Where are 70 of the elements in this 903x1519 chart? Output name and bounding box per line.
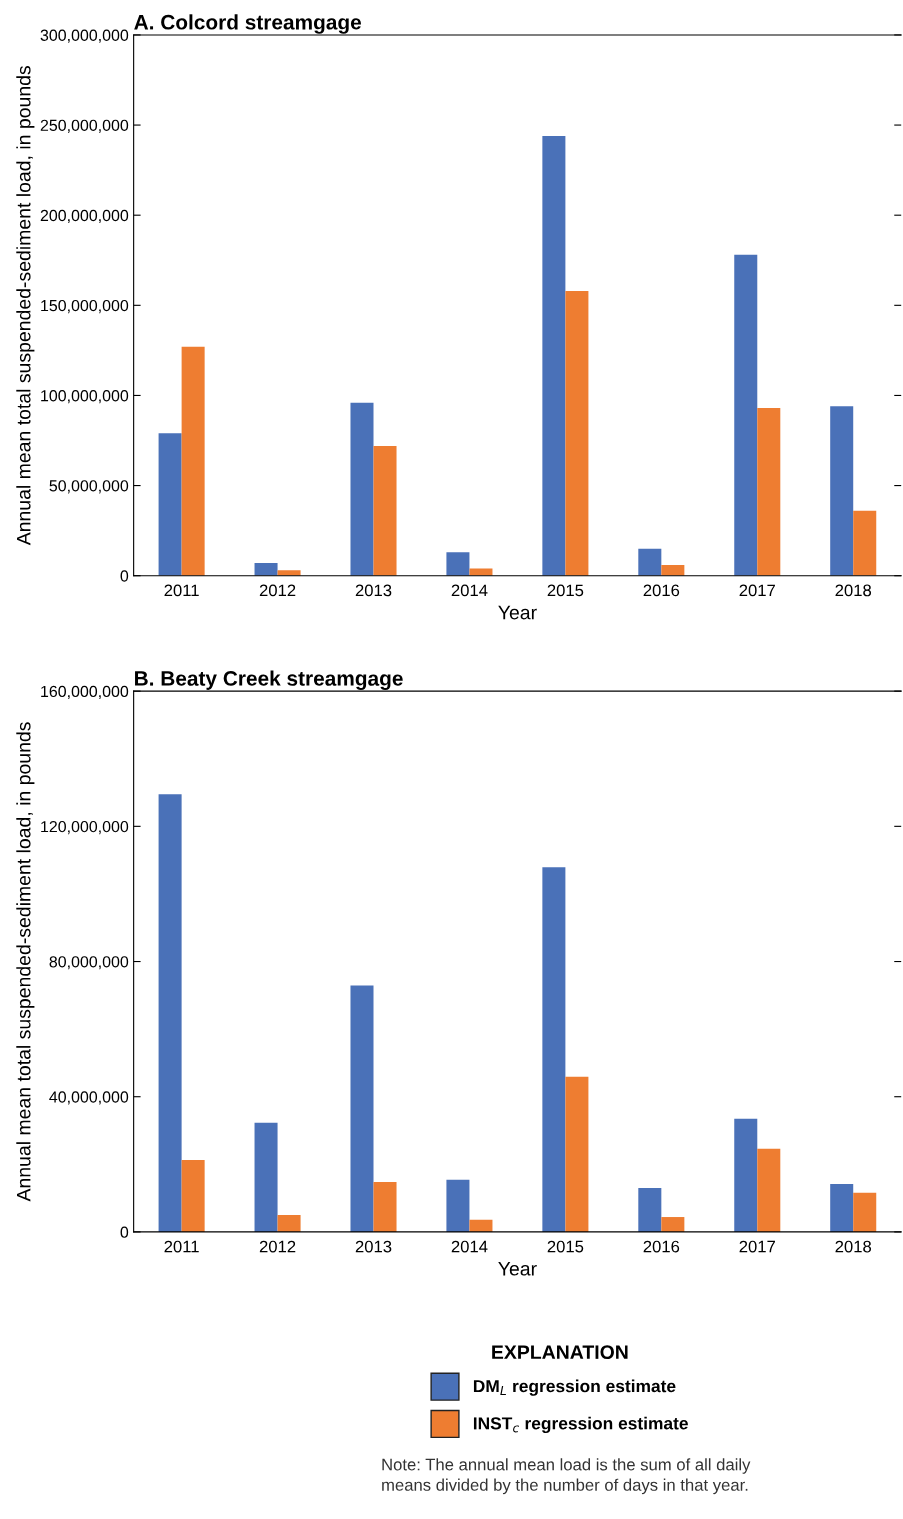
bar	[542, 135, 566, 576]
y-tick-label: 40,000,000	[49, 1091, 129, 1105]
bar	[542, 867, 566, 1232]
bar	[661, 1217, 685, 1232]
legend-label: INST$_{c}$ regression estimate	[473, 1416, 688, 1434]
x-axis-title: Year	[498, 1262, 537, 1276]
bar	[638, 1187, 662, 1232]
bar	[373, 445, 397, 576]
x-tick-label: 2018	[835, 584, 872, 597]
x-tick-label: 2017	[739, 1240, 775, 1253]
x-axis-title: Year	[498, 605, 537, 620]
bar	[469, 1219, 493, 1232]
y-tick-label: 160,000,000	[41, 685, 129, 699]
bar	[181, 1159, 205, 1232]
x-tick-label: 2016	[643, 1240, 680, 1253]
bar	[158, 433, 182, 576]
x-tick-label: 2011	[164, 584, 199, 597]
bar	[830, 1183, 854, 1232]
y-tick-label: 250,000,000	[40, 119, 129, 133]
bar	[373, 1181, 397, 1232]
y-tick-label: 80,000,000	[49, 956, 129, 970]
bar	[853, 510, 877, 576]
bar	[469, 568, 493, 576]
text: Note: The annual mean load is the sum of all daily means divided by the number of days in that year.	[382, 1458, 751, 1495]
x-tick-label: 2015	[547, 584, 584, 597]
y-tick-label: 0	[120, 1226, 129, 1238]
bar	[277, 1215, 301, 1232]
x-tick-label: 2017	[739, 584, 775, 597]
chart-title: A. Colcord streamgage	[134, 14, 361, 34]
bar	[565, 1076, 589, 1232]
chart-title: B. Beaty Creek streamgage	[135, 670, 403, 690]
x-tick-label: 2012	[259, 584, 296, 597]
bar	[350, 985, 374, 1232]
bar	[661, 564, 685, 576]
bar	[277, 570, 301, 576]
y-axis-title: Annual mean total suspended-sediment load, in pounds	[16, 722, 35, 1202]
legend-title: EXPLANATION	[492, 1345, 628, 1360]
y-tick-label: 150,000,000	[41, 299, 129, 314]
x-tick-label: 2014	[451, 1240, 488, 1253]
bar	[638, 548, 662, 576]
y-tick-label: 50,000,000	[49, 480, 129, 494]
bar	[158, 794, 182, 1232]
bar	[350, 402, 374, 576]
bar	[254, 563, 278, 576]
y-tick-label: 100,000,000	[41, 390, 129, 404]
y-tick-label: 200,000,000	[40, 209, 129, 224]
bar	[734, 1118, 758, 1232]
y-tick-label: 0	[120, 570, 129, 582]
bar	[734, 254, 758, 576]
bar	[757, 408, 781, 576]
x-tick-label: 2018	[835, 1240, 872, 1253]
y-tick-label: 300,000,000	[40, 29, 129, 43]
bar	[181, 346, 205, 576]
x-tick-label: 2015	[547, 1240, 584, 1253]
x-tick-label: 2011	[164, 1240, 199, 1253]
bar	[757, 1148, 781, 1232]
bar	[446, 552, 470, 576]
y-axis-title: Annual mean total suspended-sediment load, in pounds	[16, 66, 35, 546]
x-tick-label: 2012	[259, 1240, 296, 1253]
legend-label: DM$_{L}$ regression estimate	[473, 1379, 676, 1396]
bar	[565, 290, 589, 576]
y-tick-label: 120,000,000	[41, 820, 129, 835]
x-tick-label: 2016	[643, 584, 680, 597]
x-tick-label: 2013	[355, 584, 392, 597]
bar	[254, 1122, 278, 1232]
x-tick-label: 2013	[355, 1240, 392, 1253]
bar	[446, 1179, 470, 1232]
bar	[853, 1192, 877, 1232]
bar	[830, 406, 854, 576]
x-tick-label: 2014	[451, 584, 488, 597]
